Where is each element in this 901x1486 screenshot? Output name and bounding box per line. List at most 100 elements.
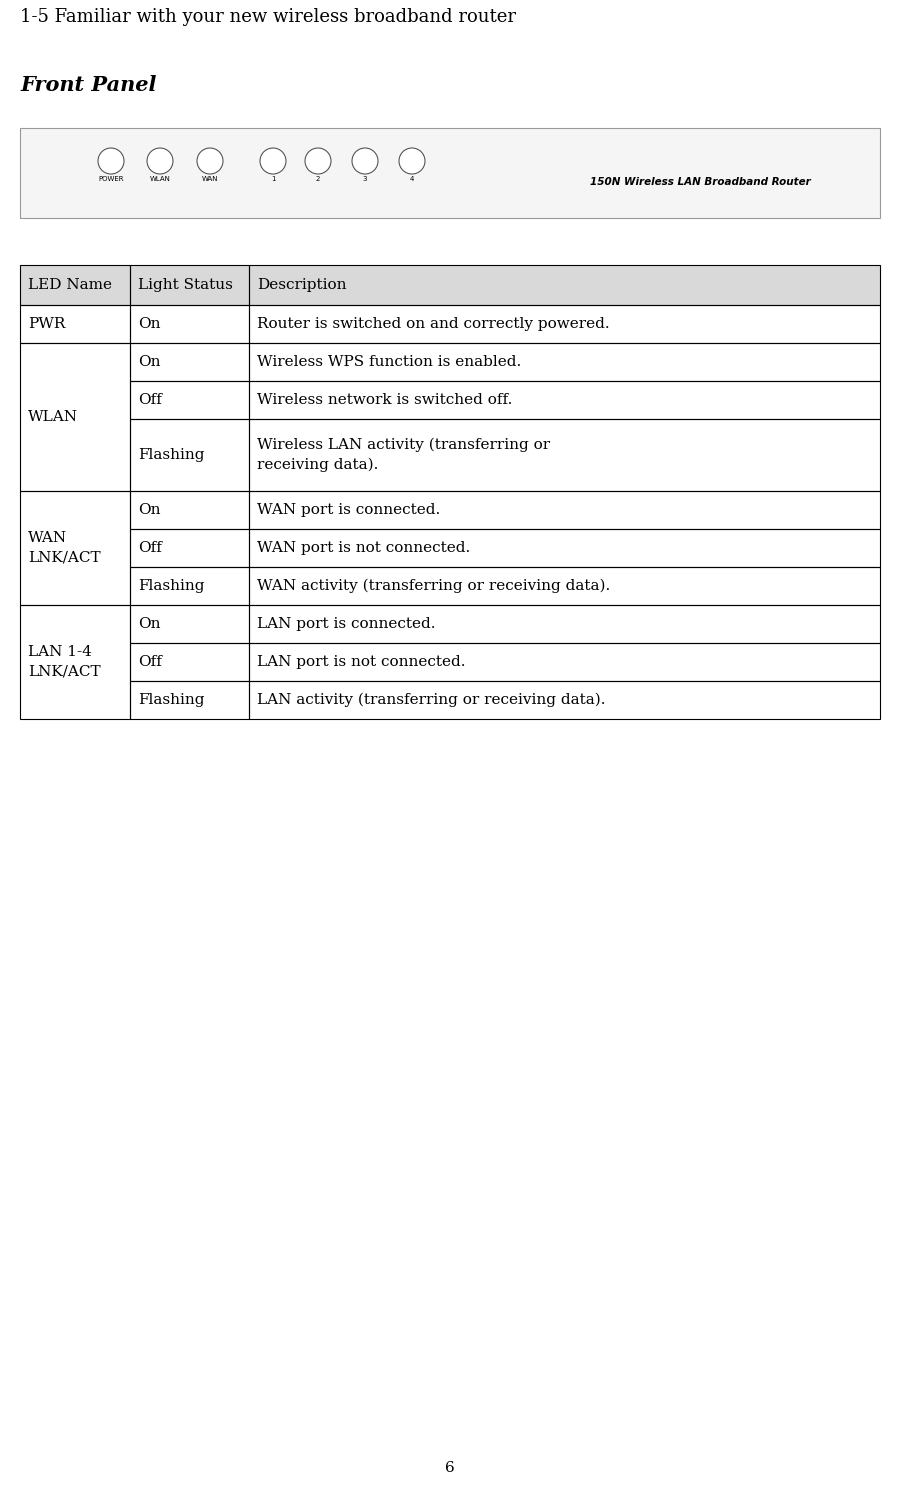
Text: Flashing: Flashing xyxy=(138,447,205,462)
Bar xyxy=(130,343,249,380)
Text: POWER: POWER xyxy=(98,175,123,181)
Text: Off: Off xyxy=(138,541,162,554)
Bar xyxy=(130,380,249,419)
Circle shape xyxy=(305,149,331,174)
Bar xyxy=(249,265,880,305)
Text: LAN port is not connected.: LAN port is not connected. xyxy=(257,655,465,669)
Bar xyxy=(20,265,130,305)
Bar xyxy=(20,305,130,343)
Bar xyxy=(130,490,249,529)
Bar xyxy=(249,419,880,490)
Bar xyxy=(130,305,249,343)
Text: WAN port is connected.: WAN port is connected. xyxy=(257,502,440,517)
Bar xyxy=(130,643,249,681)
Bar xyxy=(130,529,249,568)
Text: On: On xyxy=(138,617,160,632)
Text: WLAN: WLAN xyxy=(150,175,170,181)
Bar xyxy=(249,343,880,380)
Text: 150N Wireless LAN Broadband Router: 150N Wireless LAN Broadband Router xyxy=(589,177,810,187)
Text: 6: 6 xyxy=(445,1461,455,1476)
Text: LAN activity (transferring or receiving data).: LAN activity (transferring or receiving … xyxy=(257,692,605,707)
Bar xyxy=(249,605,880,643)
Bar xyxy=(130,305,249,343)
Bar xyxy=(20,305,130,343)
Bar xyxy=(130,380,249,419)
Bar xyxy=(249,343,880,380)
Bar xyxy=(130,568,249,605)
Text: Off: Off xyxy=(138,655,162,669)
Text: Router is switched on and correctly powered.: Router is switched on and correctly powe… xyxy=(257,317,609,331)
Text: WAN: WAN xyxy=(202,175,218,181)
Bar xyxy=(249,529,880,568)
Text: LED Name: LED Name xyxy=(28,278,112,293)
Bar xyxy=(249,643,880,681)
Bar xyxy=(130,419,249,490)
Bar xyxy=(249,380,880,419)
Bar xyxy=(20,490,130,605)
Text: On: On xyxy=(138,317,160,331)
Circle shape xyxy=(147,149,173,174)
Bar xyxy=(249,380,880,419)
Bar xyxy=(249,681,880,719)
Bar xyxy=(249,490,880,529)
Bar xyxy=(249,305,880,343)
Text: 1: 1 xyxy=(270,175,275,181)
Bar xyxy=(20,343,130,490)
Bar xyxy=(130,568,249,605)
Bar xyxy=(130,490,249,529)
Text: On: On xyxy=(138,355,160,369)
Text: LAN port is connected.: LAN port is connected. xyxy=(257,617,435,632)
Text: WAN port is not connected.: WAN port is not connected. xyxy=(257,541,470,554)
Text: Description: Description xyxy=(257,278,346,293)
Bar xyxy=(130,605,249,643)
Text: Light Status: Light Status xyxy=(138,278,233,293)
Text: Wireless LAN activity (transferring or
receiving data).: Wireless LAN activity (transferring or r… xyxy=(257,438,550,473)
Text: 1-5 Familiar with your new wireless broadband router: 1-5 Familiar with your new wireless broa… xyxy=(20,7,516,25)
Text: On: On xyxy=(138,502,160,517)
Bar xyxy=(249,529,880,568)
Text: LAN 1-4
LNK/ACT: LAN 1-4 LNK/ACT xyxy=(28,645,101,679)
Bar xyxy=(249,568,880,605)
Bar xyxy=(130,681,249,719)
Text: Off: Off xyxy=(138,392,162,407)
Bar xyxy=(249,419,880,490)
Bar xyxy=(130,265,249,305)
Text: 4: 4 xyxy=(410,175,414,181)
Text: 2: 2 xyxy=(316,175,320,181)
Bar xyxy=(130,605,249,643)
Text: Wireless network is switched off.: Wireless network is switched off. xyxy=(257,392,512,407)
Bar xyxy=(249,681,880,719)
Bar xyxy=(130,643,249,681)
Text: WAN activity (transferring or receiving data).: WAN activity (transferring or receiving … xyxy=(257,580,610,593)
Circle shape xyxy=(197,149,223,174)
Text: Flashing: Flashing xyxy=(138,580,205,593)
Text: 3: 3 xyxy=(363,175,368,181)
Text: Front Panel: Front Panel xyxy=(20,74,157,95)
Bar xyxy=(130,265,249,305)
Circle shape xyxy=(98,149,124,174)
Text: PWR: PWR xyxy=(28,317,66,331)
Bar xyxy=(20,343,130,490)
Bar xyxy=(249,643,880,681)
Text: WLAN: WLAN xyxy=(28,410,78,424)
Circle shape xyxy=(399,149,425,174)
Bar xyxy=(20,605,130,719)
Bar xyxy=(249,265,880,305)
Circle shape xyxy=(260,149,286,174)
Bar xyxy=(249,490,880,529)
Bar xyxy=(20,490,130,605)
Text: Flashing: Flashing xyxy=(138,692,205,707)
Bar xyxy=(130,419,249,490)
Text: WAN
LNK/ACT: WAN LNK/ACT xyxy=(28,532,101,565)
Bar xyxy=(20,128,880,218)
Text: Wireless WPS function is enabled.: Wireless WPS function is enabled. xyxy=(257,355,521,369)
Bar xyxy=(130,681,249,719)
Bar xyxy=(249,605,880,643)
Circle shape xyxy=(352,149,378,174)
Bar xyxy=(249,305,880,343)
Bar xyxy=(20,265,130,305)
Bar xyxy=(249,568,880,605)
Bar xyxy=(20,605,130,719)
Bar xyxy=(130,529,249,568)
Bar xyxy=(130,343,249,380)
